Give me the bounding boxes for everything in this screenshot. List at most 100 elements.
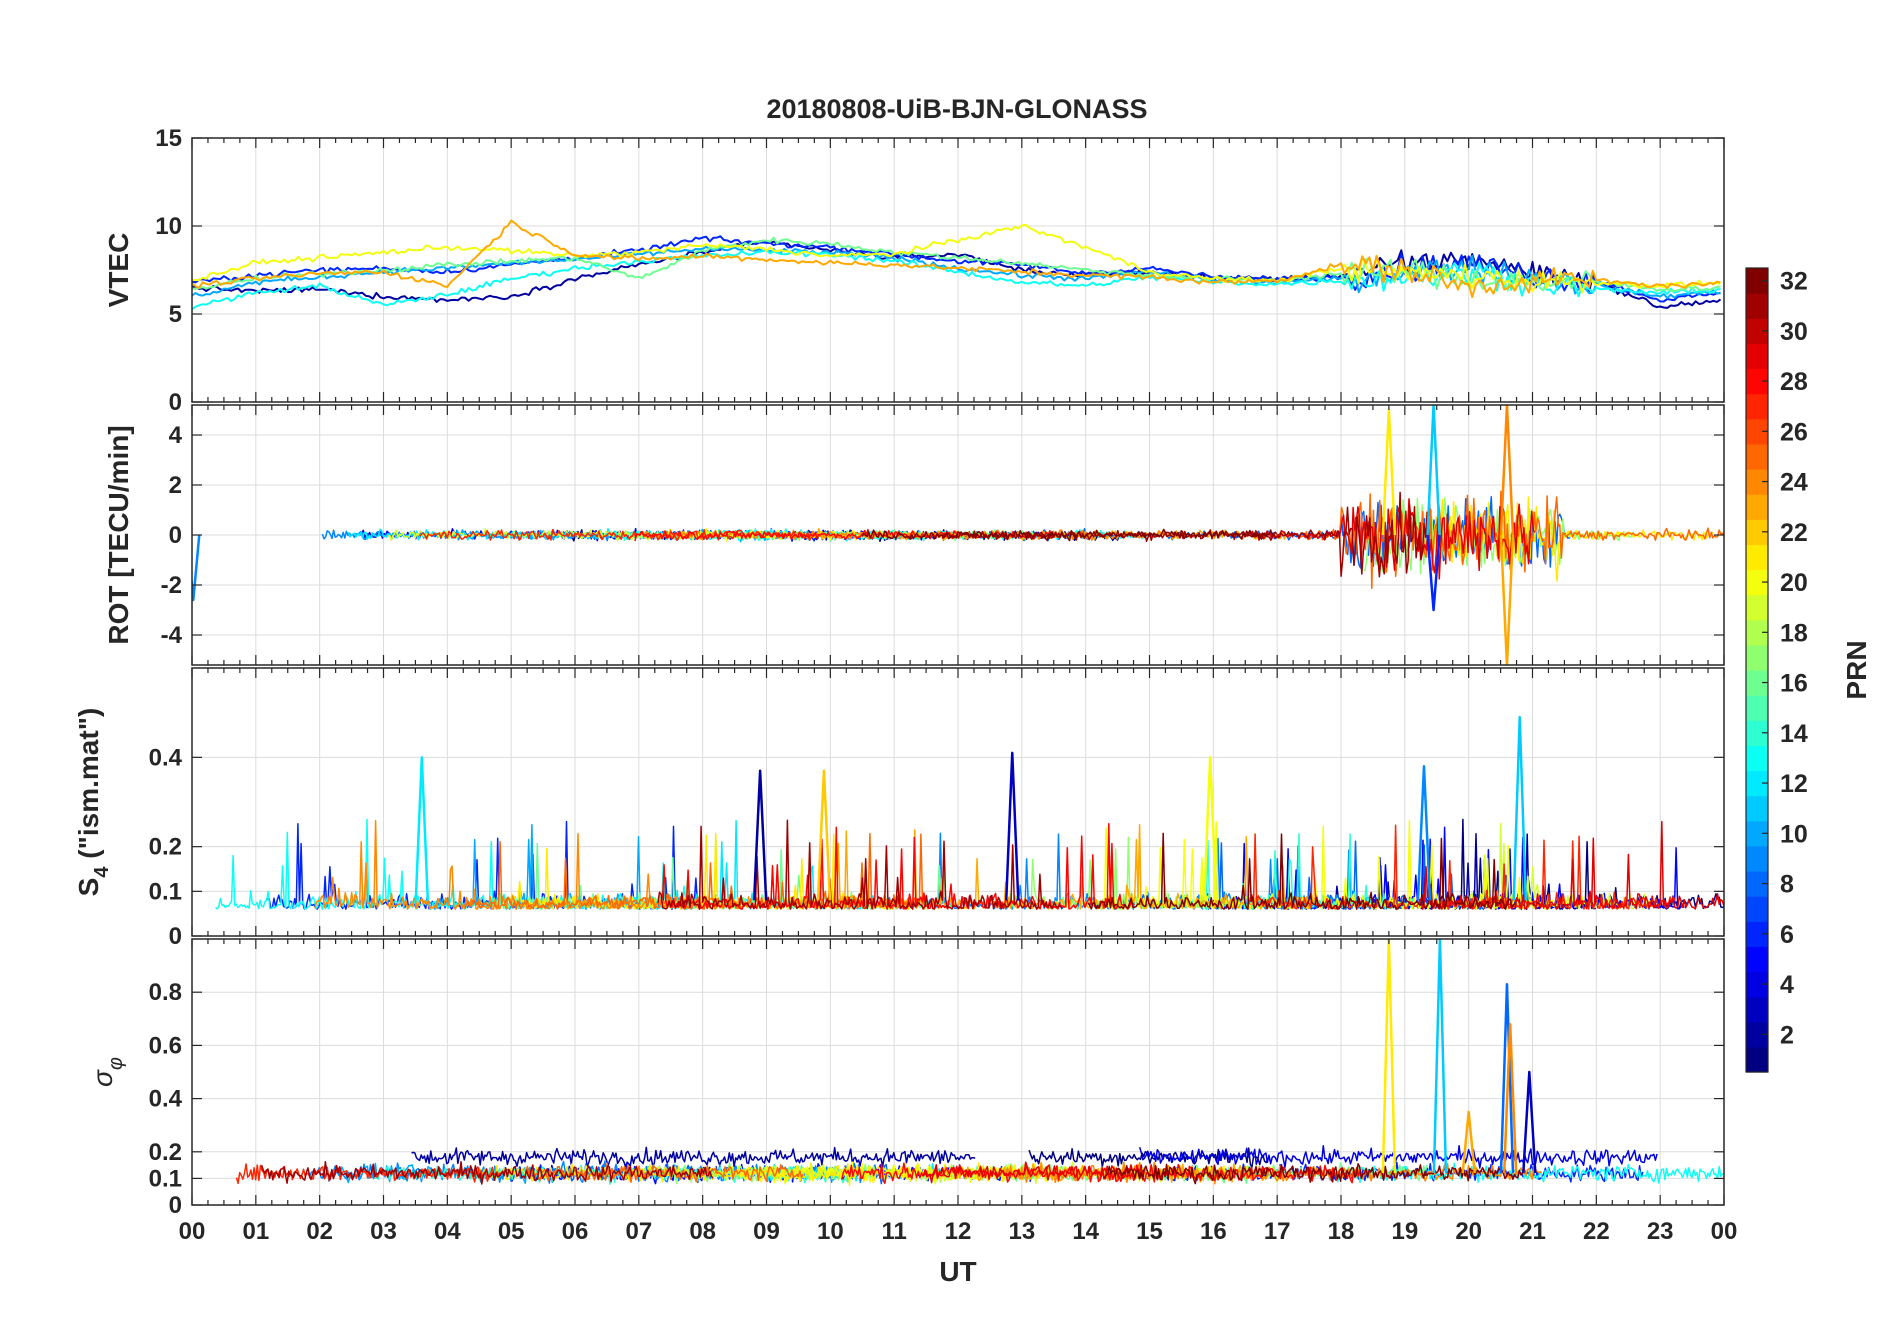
x-tick-label: 13 <box>1008 1218 1035 1245</box>
y-tick-label: 0.8 <box>149 979 182 1006</box>
series-line-prn-27 <box>419 528 815 542</box>
x-tick-label: 05 <box>498 1218 525 1245</box>
colorbar-tick-label: 18 <box>1780 619 1808 647</box>
colorbar-step <box>1746 418 1768 445</box>
y-tick-label: -2 <box>161 572 182 599</box>
colorbar-step <box>1746 1046 1768 1073</box>
colorbar-tick-label: 22 <box>1780 519 1808 547</box>
colorbar-step <box>1746 896 1768 922</box>
colorbar-tick-label: 10 <box>1780 820 1808 848</box>
y-tick-label: 0.6 <box>149 1032 182 1059</box>
peak-mark-prn-23 <box>1461 1110 1476 1174</box>
y-tick-label: 0.1 <box>149 878 182 905</box>
colorbar-step <box>1746 946 1768 973</box>
colorbar-tick-label: 8 <box>1780 871 1794 899</box>
colorbar-step <box>1746 393 1768 420</box>
colorbar-step <box>1746 268 1768 294</box>
y-tick-label: 0 <box>169 389 182 416</box>
colorbar-step <box>1746 670 1768 696</box>
series-line-prn-20 <box>192 223 1721 294</box>
colorbar-tick-label: 26 <box>1780 418 1808 446</box>
peak-mark-prn-24 <box>1502 1022 1518 1174</box>
colorbar-tick-label: 28 <box>1780 368 1808 396</box>
colorbar-step <box>1746 820 1768 847</box>
colorbar-step <box>1746 318 1768 344</box>
x-tick-label: 11 <box>881 1218 906 1245</box>
series-line-prn-4 <box>1138 1144 1658 1169</box>
colorbar-step <box>1746 871 1768 897</box>
x-ticks <box>191 138 1725 402</box>
colorbar-tick-label: 30 <box>1780 318 1808 346</box>
colorbar-tick-label: 32 <box>1780 268 1808 296</box>
x-tick-label: 23 <box>1647 1218 1674 1245</box>
y-axis-label: VTEC <box>103 233 134 308</box>
y-tick-label: 0 <box>169 923 182 950</box>
colorbar-step <box>1746 343 1768 370</box>
x-tick-label: 04 <box>434 1218 461 1245</box>
x-tick-label: 14 <box>1072 1218 1099 1245</box>
colorbar-tick-label: 6 <box>1780 921 1794 949</box>
colorbar-step <box>1746 795 1768 822</box>
y-label-main: S <box>73 878 104 897</box>
colorbar-step <box>1746 1021 1768 1048</box>
x-tick-label: 21 <box>1519 1218 1546 1245</box>
series-line-prn-31 <box>657 819 1063 910</box>
series-line-prn-32 <box>861 528 1278 542</box>
y-label-rest: ("ism.mat") <box>73 708 104 867</box>
y-tick-label: 0.2 <box>149 1139 182 1166</box>
series-line-prn-32 <box>1087 832 1516 910</box>
colorbar-step <box>1746 644 1768 671</box>
peak-mark-prn-2 <box>752 769 768 901</box>
panel-2: -4 -2 0 2 4 ROT [TECU/min] <box>103 404 1725 666</box>
colorbar-step <box>1746 443 1768 470</box>
chart-title: 20180808-UiB-BJN-GLONASS <box>766 94 1147 124</box>
y-tick-label: 0.1 <box>149 1165 182 1192</box>
panel-3: 0 0.1 0.2 0.4 S4 ("ism.mat") <box>73 667 1725 950</box>
colorbar-step <box>1746 619 1768 646</box>
series-line-prn-2 <box>192 239 1722 309</box>
x-tick-label: 17 <box>1264 1218 1291 1245</box>
x-ticks <box>191 405 1725 665</box>
x-tick-label: 22 <box>1583 1218 1610 1245</box>
colorbar-step <box>1746 845 1768 872</box>
colorbar-tick-label: 2 <box>1780 1021 1794 1049</box>
series-line-prn-1 <box>1028 1147 1269 1169</box>
series-line-prn-23 <box>192 219 1721 299</box>
y-axis-label: σφ <box>87 1057 127 1087</box>
y-label-main: σ <box>87 1069 118 1087</box>
x-tick-label: 03 <box>370 1218 397 1245</box>
x-tick-label: 08 <box>689 1218 716 1245</box>
colorbar-step <box>1746 469 1768 495</box>
colorbar-tick-label: 24 <box>1780 469 1808 497</box>
x-tick-label: 06 <box>562 1218 589 1245</box>
peak-mark-prn-9 <box>1416 765 1432 901</box>
colorbar-tick-label: 4 <box>1780 971 1794 999</box>
colorbar-step <box>1746 695 1768 721</box>
y-label-sub: φ <box>105 1057 127 1070</box>
y-tick-label: 10 <box>155 213 182 240</box>
y-tick-label: 0.4 <box>149 1086 183 1113</box>
colorbar-tick-label: 12 <box>1780 770 1808 798</box>
x-tick-label: 18 <box>1328 1218 1355 1245</box>
series-group <box>215 715 1724 910</box>
y-tick-label: 0 <box>169 522 182 549</box>
series-line-prn-29 <box>921 1161 1145 1184</box>
series-line-prn-2 <box>411 1146 976 1168</box>
colorbar-step <box>1746 594 1768 621</box>
x-tick-label: 19 <box>1391 1218 1418 1245</box>
series-group <box>235 939 1724 1186</box>
y-tick-label: 4 <box>169 422 183 449</box>
colorbar-tick-label: 20 <box>1780 569 1808 597</box>
x-tick-label: 07 <box>625 1218 652 1245</box>
y-tick-label: 0.4 <box>149 744 183 771</box>
colorbar-step <box>1746 745 1768 772</box>
series-group <box>192 219 1722 311</box>
colorbar-step <box>1746 770 1768 797</box>
colorbar-step <box>1746 971 1768 998</box>
panel-4: 00.10.2 0.4 0.6 0.8 σφ 00 01 02 03 04 05 06 07 08 09 10… <box>87 938 1737 1287</box>
x-ticks <box>191 668 1725 936</box>
series-group <box>192 405 1724 665</box>
